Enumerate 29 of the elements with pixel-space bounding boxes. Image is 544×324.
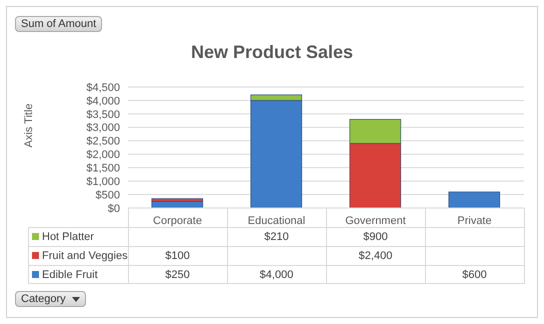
bar: [448, 192, 500, 208]
x-tick-label: Corporate: [153, 214, 202, 227]
x-tick-label: Private: [457, 214, 492, 227]
y-tick-label: $4,500: [86, 82, 120, 94]
y-tick-label: $3,500: [86, 108, 120, 121]
legend-label: Fruit and Veggies: [42, 250, 128, 262]
y-tick-label: $4,000: [86, 95, 120, 108]
y-tick-label: $1,000: [86, 176, 120, 188]
y-tick-label: $2,000: [86, 149, 120, 162]
data-label: $100: [164, 248, 191, 264]
data-label: $4,000: [258, 268, 294, 282]
legend-label: Edible Fruit: [42, 268, 98, 280]
y-axis-title: Axis Title: [22, 103, 35, 148]
field-button: Sum of Amount: [15, 16, 102, 32]
y-tick-label: $1,500: [86, 162, 120, 175]
x-tick-label: Educational: [248, 214, 306, 227]
data-label: $210: [263, 230, 290, 244]
chart-title: New Product Sales: [190, 42, 354, 63]
data-label: $250: [164, 268, 191, 282]
x-tick-label: Government: [345, 214, 406, 227]
y-tick-label: $3,000: [86, 122, 120, 134]
legend-label: Hot Platter: [42, 230, 94, 242]
data-label: $900: [362, 230, 389, 244]
data-label: $600: [461, 268, 488, 282]
y-tick-label: $500: [96, 189, 120, 202]
y-tick-label: $0: [108, 202, 120, 215]
field-button: Category: [15, 291, 86, 307]
y-tick-label: $2,500: [86, 136, 120, 148]
data-label: $2,400: [358, 248, 394, 264]
